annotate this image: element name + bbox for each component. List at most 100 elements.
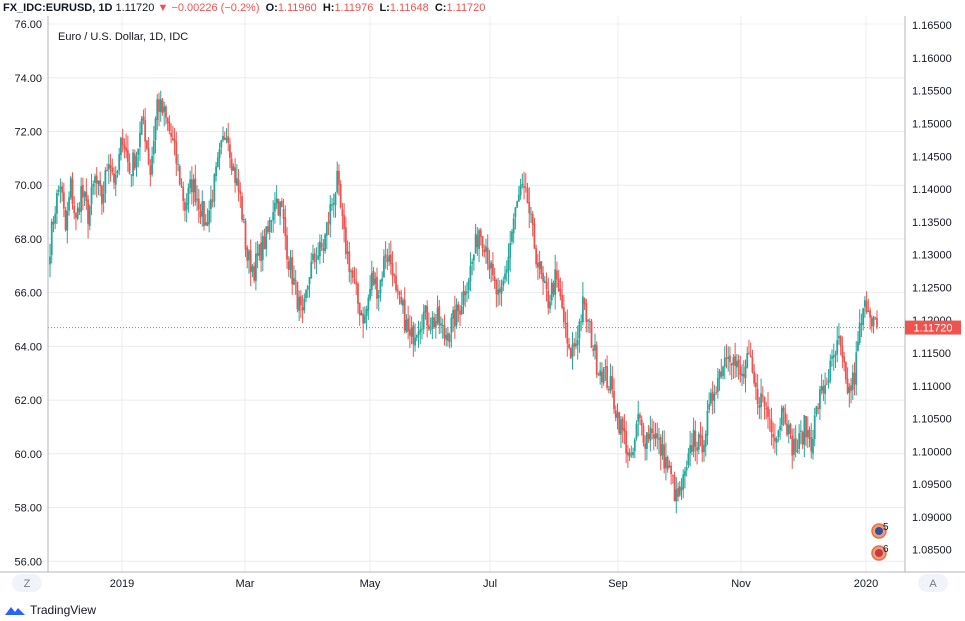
candle-body: [575, 343, 577, 347]
candle: [751, 349, 754, 374]
zoom-button[interactable]: Z: [12, 574, 42, 592]
candle-body: [210, 199, 212, 209]
candle: [286, 227, 288, 269]
candle: [192, 174, 195, 207]
candle-body: [256, 253, 259, 256]
candle: [379, 279, 382, 302]
candle: [512, 213, 515, 244]
candle: [609, 363, 612, 394]
auto-scale-button[interactable]: A: [918, 574, 948, 592]
candle: [876, 310, 878, 330]
candle: [54, 206, 57, 229]
left-tick-label: 68.00: [14, 234, 42, 246]
candle-body: [514, 207, 517, 217]
candle-body: [556, 270, 558, 280]
last-price: 1.11720: [115, 2, 155, 14]
candle: [280, 197, 283, 208]
candle: [794, 424, 797, 458]
candle: [649, 415, 652, 452]
candle-body: [106, 170, 108, 172]
candle: [517, 186, 520, 202]
candle: [760, 378, 762, 420]
candle-body: [485, 246, 487, 252]
candle-body: [777, 430, 780, 437]
candle: [68, 191, 70, 216]
candle: [78, 202, 81, 216]
candle: [687, 447, 690, 469]
right-price-axis[interactable]: 1.16500 1.16000 1.15500 1.15000 1.14500 1.140…: [912, 20, 952, 557]
candle-body: [190, 179, 193, 192]
candle: [607, 386, 610, 394]
candle: [561, 281, 564, 310]
candle: [832, 343, 835, 371]
event-badge-eu[interactable]: 5: [871, 522, 889, 539]
high-value: 1.11976: [334, 2, 374, 14]
chart-grid: [48, 16, 905, 572]
candle: [222, 126, 224, 143]
candle-body: [639, 414, 641, 418]
candle: [706, 400, 709, 445]
time-axis-background: [0, 572, 965, 600]
candle-body: [376, 276, 378, 299]
candle: [64, 206, 67, 232]
brand-footer[interactable]: TradingView: [4, 601, 96, 619]
candle-body: [402, 300, 404, 306]
candle: [229, 138, 231, 169]
candle-body: [614, 410, 617, 419]
time-axis[interactable]: 2019 Mar May Jul Sep Nov 2020: [110, 578, 878, 590]
candle-body: [296, 281, 299, 310]
candle-body: [171, 138, 174, 141]
candle: [374, 272, 377, 290]
candle: [756, 374, 759, 415]
left-tick-label: 76.00: [14, 19, 42, 31]
candle: [632, 447, 634, 459]
candle: [753, 364, 756, 387]
candle-body: [613, 390, 615, 410]
candle: [793, 428, 795, 462]
candle: [386, 248, 389, 271]
candle-body: [374, 278, 377, 284]
candle: [620, 415, 622, 448]
candle-body: [173, 138, 176, 143]
candle-body: [229, 144, 231, 158]
candle: [476, 226, 479, 256]
candle-body: [502, 280, 505, 286]
candle-body: [222, 135, 224, 141]
candle: [453, 295, 456, 339]
candle: [637, 400, 640, 437]
candle-body: [677, 488, 679, 497]
candle-body: [748, 352, 750, 354]
event-badge-us[interactable]: 6: [871, 544, 889, 561]
candle-body: [611, 376, 614, 390]
candle-body: [533, 223, 536, 249]
left-price-axis[interactable]: 76.00 74.00 72.00 70.00 68.00 66.00 64.00 62.00…: [14, 19, 42, 568]
candle-body: [832, 355, 835, 358]
candle: [301, 294, 304, 324]
candle: [639, 412, 641, 426]
price-chart[interactable]: 76.00 74.00 72.00 70.00 68.00 66.00 64.00 62.00…: [0, 0, 965, 600]
candle: [576, 325, 579, 360]
candle: [230, 152, 233, 175]
candle-body: [331, 204, 333, 206]
candle: [704, 430, 707, 457]
candle-body: [73, 205, 76, 214]
candle: [742, 360, 745, 385]
candle-body: [490, 262, 493, 269]
candle: [568, 338, 570, 350]
candle: [505, 260, 508, 282]
candle: [125, 133, 128, 159]
candle-body: [585, 303, 588, 323]
candle-body: [706, 410, 709, 436]
candle: [820, 374, 823, 395]
candle: [713, 384, 716, 414]
candle-body: [49, 256, 51, 265]
candle-body: [531, 213, 534, 225]
candle: [242, 214, 245, 224]
candle: [796, 439, 799, 454]
candle-body: [168, 121, 171, 132]
candle: [246, 245, 249, 269]
symbol-name[interactable]: FX_IDC:EURUSD, 1D: [3, 2, 113, 14]
candle-body: [704, 434, 707, 447]
candle: [113, 166, 115, 190]
candle-body: [678, 486, 681, 496]
